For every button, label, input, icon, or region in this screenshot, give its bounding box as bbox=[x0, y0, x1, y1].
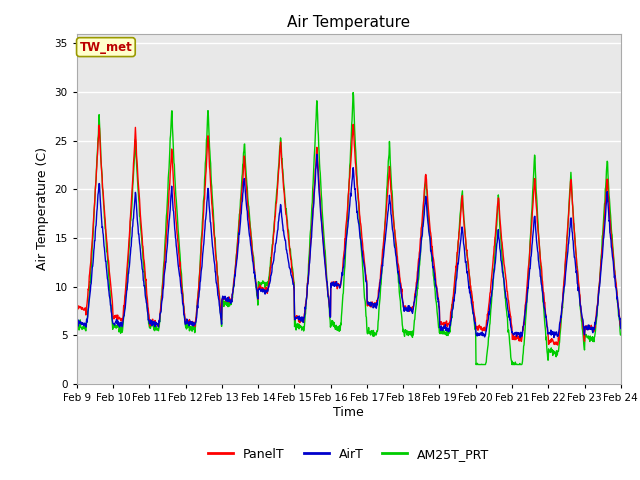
AM25T_PRT bbox=[349, 90, 357, 96]
AirT bbox=[553, 332, 561, 337]
AM25T_PRT bbox=[505, 330, 513, 336]
X-axis label: Time: Time bbox=[333, 406, 364, 419]
AM25T_PRT bbox=[73, 319, 81, 325]
AirT bbox=[505, 309, 513, 314]
AM25T_PRT bbox=[194, 296, 202, 302]
AirT bbox=[516, 335, 524, 341]
AM25T_PRT bbox=[255, 279, 262, 285]
AM25T_PRT bbox=[434, 312, 442, 318]
Text: TW_met: TW_met bbox=[79, 41, 132, 54]
AM25T_PRT bbox=[553, 352, 561, 358]
PanelT bbox=[180, 311, 188, 317]
PanelT bbox=[553, 339, 561, 345]
AirT bbox=[194, 305, 202, 311]
Line: AM25T_PRT: AM25T_PRT bbox=[77, 93, 621, 364]
AirT bbox=[313, 151, 321, 157]
Line: PanelT: PanelT bbox=[77, 124, 621, 345]
PanelT bbox=[505, 298, 513, 303]
PanelT bbox=[617, 325, 625, 331]
AM25T_PRT bbox=[617, 332, 625, 338]
AirT bbox=[617, 325, 625, 331]
AirT bbox=[73, 320, 81, 325]
PanelT bbox=[349, 121, 357, 127]
AirT bbox=[180, 314, 188, 320]
AirT bbox=[255, 287, 262, 292]
PanelT bbox=[554, 342, 561, 348]
PanelT bbox=[255, 285, 262, 291]
Title: Air Temperature: Air Temperature bbox=[287, 15, 410, 30]
Line: AirT: AirT bbox=[77, 154, 621, 338]
AM25T_PRT bbox=[472, 361, 480, 367]
AM25T_PRT bbox=[180, 315, 188, 321]
Legend: PanelT, AirT, AM25T_PRT: PanelT, AirT, AM25T_PRT bbox=[203, 443, 495, 466]
AirT bbox=[434, 296, 442, 301]
PanelT bbox=[194, 295, 202, 300]
PanelT bbox=[434, 289, 442, 295]
PanelT bbox=[73, 304, 81, 310]
Y-axis label: Air Temperature (C): Air Temperature (C) bbox=[36, 147, 49, 270]
